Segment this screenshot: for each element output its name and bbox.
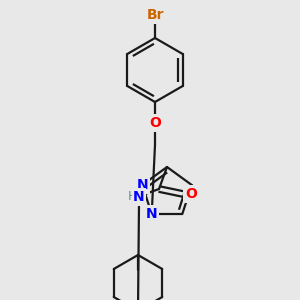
Text: H: H <box>127 190 137 203</box>
Text: N: N <box>133 190 145 204</box>
Text: Br: Br <box>146 8 164 22</box>
Text: N: N <box>146 207 158 221</box>
Text: N: N <box>136 178 148 192</box>
Text: O: O <box>185 187 197 201</box>
Text: O: O <box>149 116 161 130</box>
